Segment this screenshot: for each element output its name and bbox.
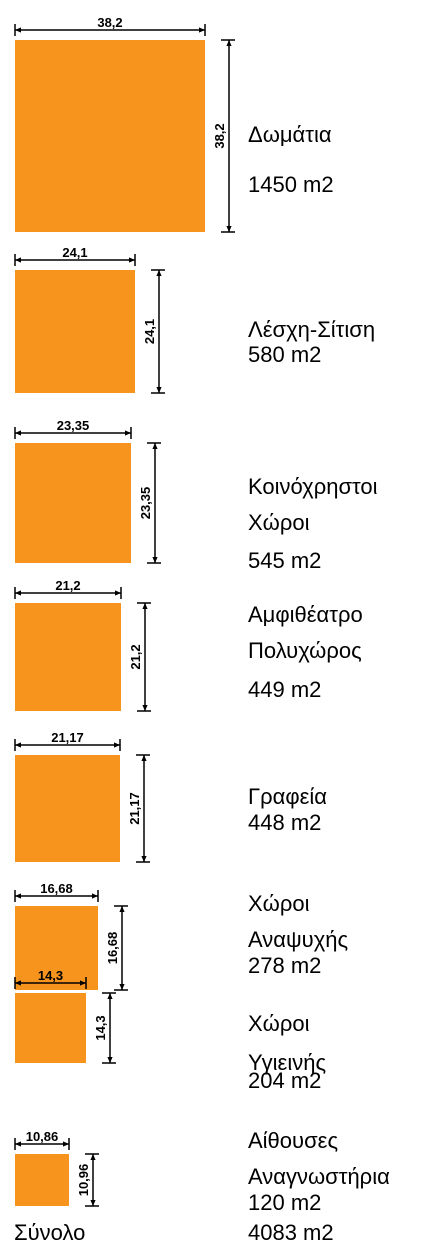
width-dimension-label: 38,2 [97,15,122,30]
room-area: 120 m2 [248,1190,321,1215]
room-square [15,1154,69,1206]
total-area: 4083 m2 [248,1220,334,1245]
height-dimension-label: 21,2 [128,644,143,669]
room-name-line: Χώροι [248,891,310,916]
room-name-line: Χώροι [248,1011,310,1036]
room-block: 23,35 23,35 Κοινόχρηστοι Χώροι 545 m2 [14,418,378,573]
width-arrow-right [115,590,121,596]
total-row: Σύνολο 4083 m2 [14,1220,334,1245]
room-name-line: Αναψυχής [248,927,348,952]
room-name-line: Αναγνωστήρια [248,1164,390,1189]
room-area: 448 m2 [248,810,321,835]
room-square [15,443,131,563]
width-arrow-left [15,590,21,596]
width-arrow-right [80,980,86,986]
room-name-line: Χώροι [248,510,310,535]
room-name-line: Δωμάτια [248,122,332,147]
height-arrow-top [90,1154,96,1160]
room-square [15,755,120,862]
height-arrow-top [141,755,147,761]
width-dimension-label: 16,68 [40,881,73,896]
room-name-line: Γραφεία [248,784,327,809]
width-dimension-label: 14,3 [38,968,63,983]
height-arrow-top [142,603,148,609]
room-block: 38,2 38,2 Δωμάτια 1450 m2 [14,15,334,233]
width-dimension-label: 10,86 [26,1129,59,1144]
height-arrow-bottom [90,1200,96,1206]
width-arrow-left [15,27,21,33]
room-square [15,40,205,232]
room-area: 449 m2 [248,677,321,702]
room-square [15,906,98,990]
room-area: 1450 m2 [248,172,334,197]
width-arrow-right [92,893,98,899]
height-arrow-bottom [107,1057,113,1063]
rooms-layer: 38,2 38,2 Δωμάτια 1450 m2 24,1 24,1 Λέσχη-Σίτι… [14,15,390,1215]
width-arrow-left [15,742,21,748]
width-dimension-label: 21,2 [55,578,80,593]
room-area: 204 m2 [248,1068,321,1093]
room-name-line: Πολυχώρος [248,638,362,663]
height-arrow-bottom [226,226,232,232]
room-area: 580 m2 [248,342,321,367]
width-arrow-left [15,980,21,986]
height-arrow-bottom [119,984,125,990]
room-area: 278 m2 [248,953,321,978]
width-dimension-label: 24,1 [62,245,87,260]
height-arrow-bottom [142,705,148,711]
room-area: 545 m2 [248,548,321,573]
room-name-line: Κοινόχρηστοι [248,474,378,499]
width-arrow-right [129,257,135,263]
height-arrow-top [119,906,125,912]
width-arrow-right [63,1141,69,1147]
width-arrow-left [15,257,21,263]
height-arrow-top [156,270,162,276]
height-dimension-label: 38,2 [212,123,227,148]
height-arrow-bottom [152,557,158,563]
height-dimension-label: 24,1 [142,319,157,344]
height-arrow-top [152,443,158,449]
width-arrow-right [199,27,205,33]
width-arrow-left [15,430,21,436]
height-dimension-label: 21,17 [127,792,142,825]
width-dimension-label: 23,35 [57,418,90,433]
room-square [15,270,135,393]
height-arrow-bottom [141,856,147,862]
room-name-line: Υγιεινής [248,1050,326,1075]
height-dimension-label: 14,3 [93,1015,108,1040]
height-arrow-top [107,993,113,999]
height-dimension-label: 16,68 [105,932,120,965]
room-name-line: Αμφιθέατρο [248,602,363,627]
height-dimension-label: 23,35 [138,487,153,520]
room-square [15,603,121,711]
width-arrow-right [114,742,120,748]
width-arrow-left [15,1141,21,1147]
height-arrow-top [226,40,232,46]
width-arrow-left [15,893,21,899]
total-label: Σύνολο [14,1220,85,1245]
width-arrow-right [125,430,131,436]
height-dimension-label: 10,96 [76,1164,91,1197]
room-block: 21,2 21,2 Αμφιθέατρο Πολυχώρος 449 m2 [14,578,363,712]
room-name-line: Αίθουσες [248,1128,338,1153]
width-dimension-label: 21,17 [51,730,84,745]
height-arrow-bottom [156,387,162,393]
room-name-line: Λέσχη-Σίτιση [248,317,375,342]
room-square [15,993,86,1063]
